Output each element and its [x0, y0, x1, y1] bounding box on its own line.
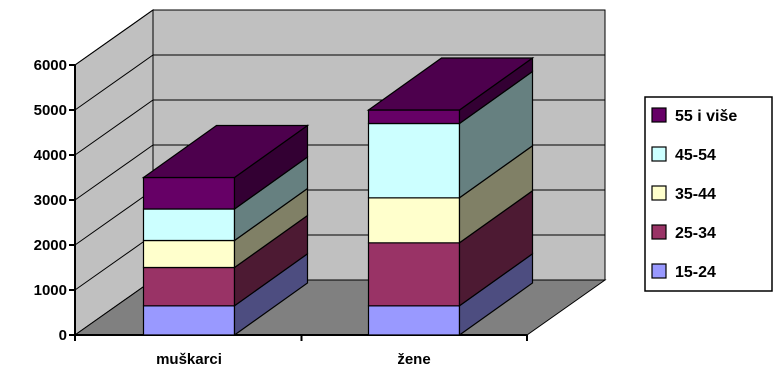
legend-item: 15-24: [651, 263, 716, 281]
x-category-label: žene: [397, 351, 430, 368]
bar-segment: [142, 252, 309, 337]
legend-swatch: [651, 185, 667, 201]
bar-top-face: [141, 124, 310, 179]
bar-front-face: [142, 239, 236, 269]
bar-front-face: [367, 242, 461, 307]
bar-front-face: [367, 109, 461, 125]
legend-label: 55 i više: [675, 108, 737, 125]
legend-label: 15-24: [675, 264, 716, 281]
bar-segment: [367, 70, 534, 199]
y-tick-label: 3000: [34, 192, 67, 209]
bar-top-face: [366, 57, 535, 111]
gridline: [74, 54, 605, 111]
legend-item: 35-44: [651, 185, 716, 203]
bar-segment: [142, 187, 309, 269]
x-category-label: muškarci: [156, 351, 222, 368]
legend-item: 55 i više: [651, 107, 737, 125]
bars: [141, 56, 535, 337]
bar-front-face: [367, 122, 461, 199]
legend-item: 45-54: [651, 146, 716, 164]
bar-stack-2: [366, 56, 535, 337]
legend-swatch: [651, 224, 667, 240]
bar-front-face: [142, 305, 236, 336]
y-tick-label: 2000: [34, 237, 67, 254]
bar-front-face: [142, 208, 236, 242]
y-tick-label: 6000: [34, 57, 67, 74]
y-tick-label: 1000: [34, 282, 67, 299]
bar-segment: [141, 124, 310, 211]
y-tick-label: 4000: [34, 147, 67, 164]
x-axis-category-labels: muškarci žene: [156, 351, 431, 368]
bar-segment: [366, 56, 535, 125]
legend: 55 i više 45-54 35-44 25-34 15-24: [644, 96, 773, 292]
legend-label: 25-34: [675, 225, 716, 242]
legend-label: 35-44: [675, 186, 716, 203]
y-axis-tick-labels: 0 1000 2000 3000 4000 5000 6000: [34, 57, 67, 344]
bar-front-face: [367, 197, 461, 244]
legend-label: 45-54: [675, 147, 716, 164]
bar-stack-1: [141, 124, 310, 337]
bar-segment: [367, 144, 534, 244]
bar-segment: [142, 214, 309, 307]
legend-swatch: [651, 263, 667, 279]
y-tick-label: 0: [59, 327, 67, 344]
legend-swatch: [651, 146, 667, 162]
gridline: [74, 9, 605, 66]
bar-front-face: [367, 305, 461, 336]
bar-front-face: [142, 266, 236, 307]
legend-swatch: [651, 107, 667, 123]
legend-item: 25-34: [651, 224, 716, 242]
bar-segment: [367, 252, 534, 337]
y-tick-label: 5000: [34, 102, 67, 119]
bar-front-face: [142, 176, 236, 210]
